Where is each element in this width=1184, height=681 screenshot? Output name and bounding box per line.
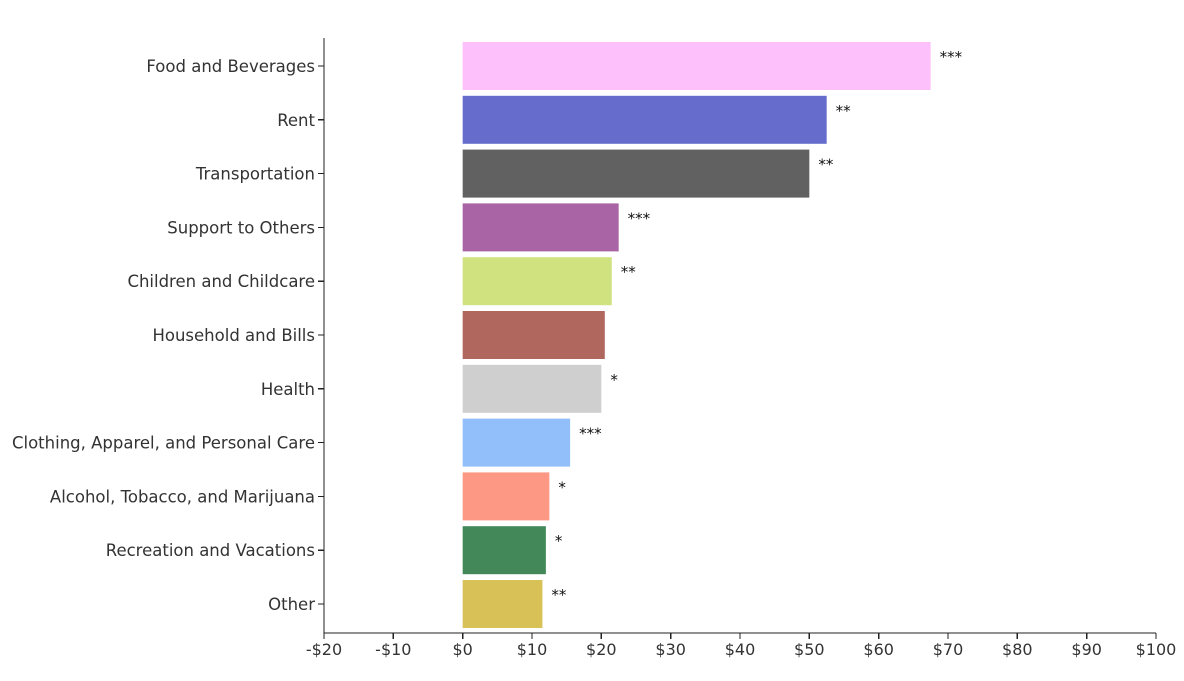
significance-label: * (555, 532, 563, 550)
x-tick-label: $30 (655, 640, 686, 659)
x-tick-label: -$10 (375, 640, 411, 659)
bar (462, 203, 619, 252)
significance-label: *** (940, 48, 963, 66)
significance-label: ** (818, 156, 834, 174)
category-label: Alcohol, Tobacco, and Marijuana (50, 487, 315, 506)
bar (462, 257, 612, 306)
category-label: Clothing, Apparel, and Personal Care (12, 434, 315, 453)
x-tick-label: $40 (725, 640, 756, 659)
x-tick-label: $90 (1071, 640, 1102, 659)
bar (462, 418, 571, 467)
category-label: Food and Beverages (146, 57, 315, 76)
significance-label: ** (551, 586, 567, 604)
x-tick-label: $20 (586, 640, 617, 659)
bar (462, 364, 602, 413)
x-tick-label: $0 (452, 640, 472, 659)
x-tick-label: $50 (794, 640, 825, 659)
bar (462, 149, 810, 198)
category-label: Health (261, 380, 315, 399)
bar (462, 472, 550, 521)
significance-label: *** (628, 209, 651, 227)
category-label: Household and Bills (152, 326, 315, 345)
category-label: Transportation (195, 165, 315, 184)
bar (462, 311, 605, 359)
x-tick-label: $70 (933, 640, 964, 659)
bar (462, 580, 543, 628)
significance-label: * (610, 371, 618, 389)
x-tick-label: $100 (1136, 640, 1177, 659)
category-label: Other (268, 595, 315, 614)
bar (462, 526, 546, 575)
x-tick-label: $60 (863, 640, 894, 659)
bar (462, 42, 931, 90)
significance-label: ** (836, 102, 852, 120)
category-label: Support to Others (167, 218, 315, 237)
category-label: Rent (277, 111, 315, 130)
significance-label: *** (579, 425, 602, 443)
significance-label: ** (621, 263, 637, 281)
x-tick-label: $80 (1002, 640, 1033, 659)
significance-label: * (558, 478, 566, 496)
category-label: Children and Childcare (127, 272, 315, 291)
x-tick-label: -$20 (306, 640, 342, 659)
x-tick-label: $10 (517, 640, 548, 659)
bar (462, 95, 827, 144)
category-label: Recreation and Vacations (106, 541, 315, 560)
